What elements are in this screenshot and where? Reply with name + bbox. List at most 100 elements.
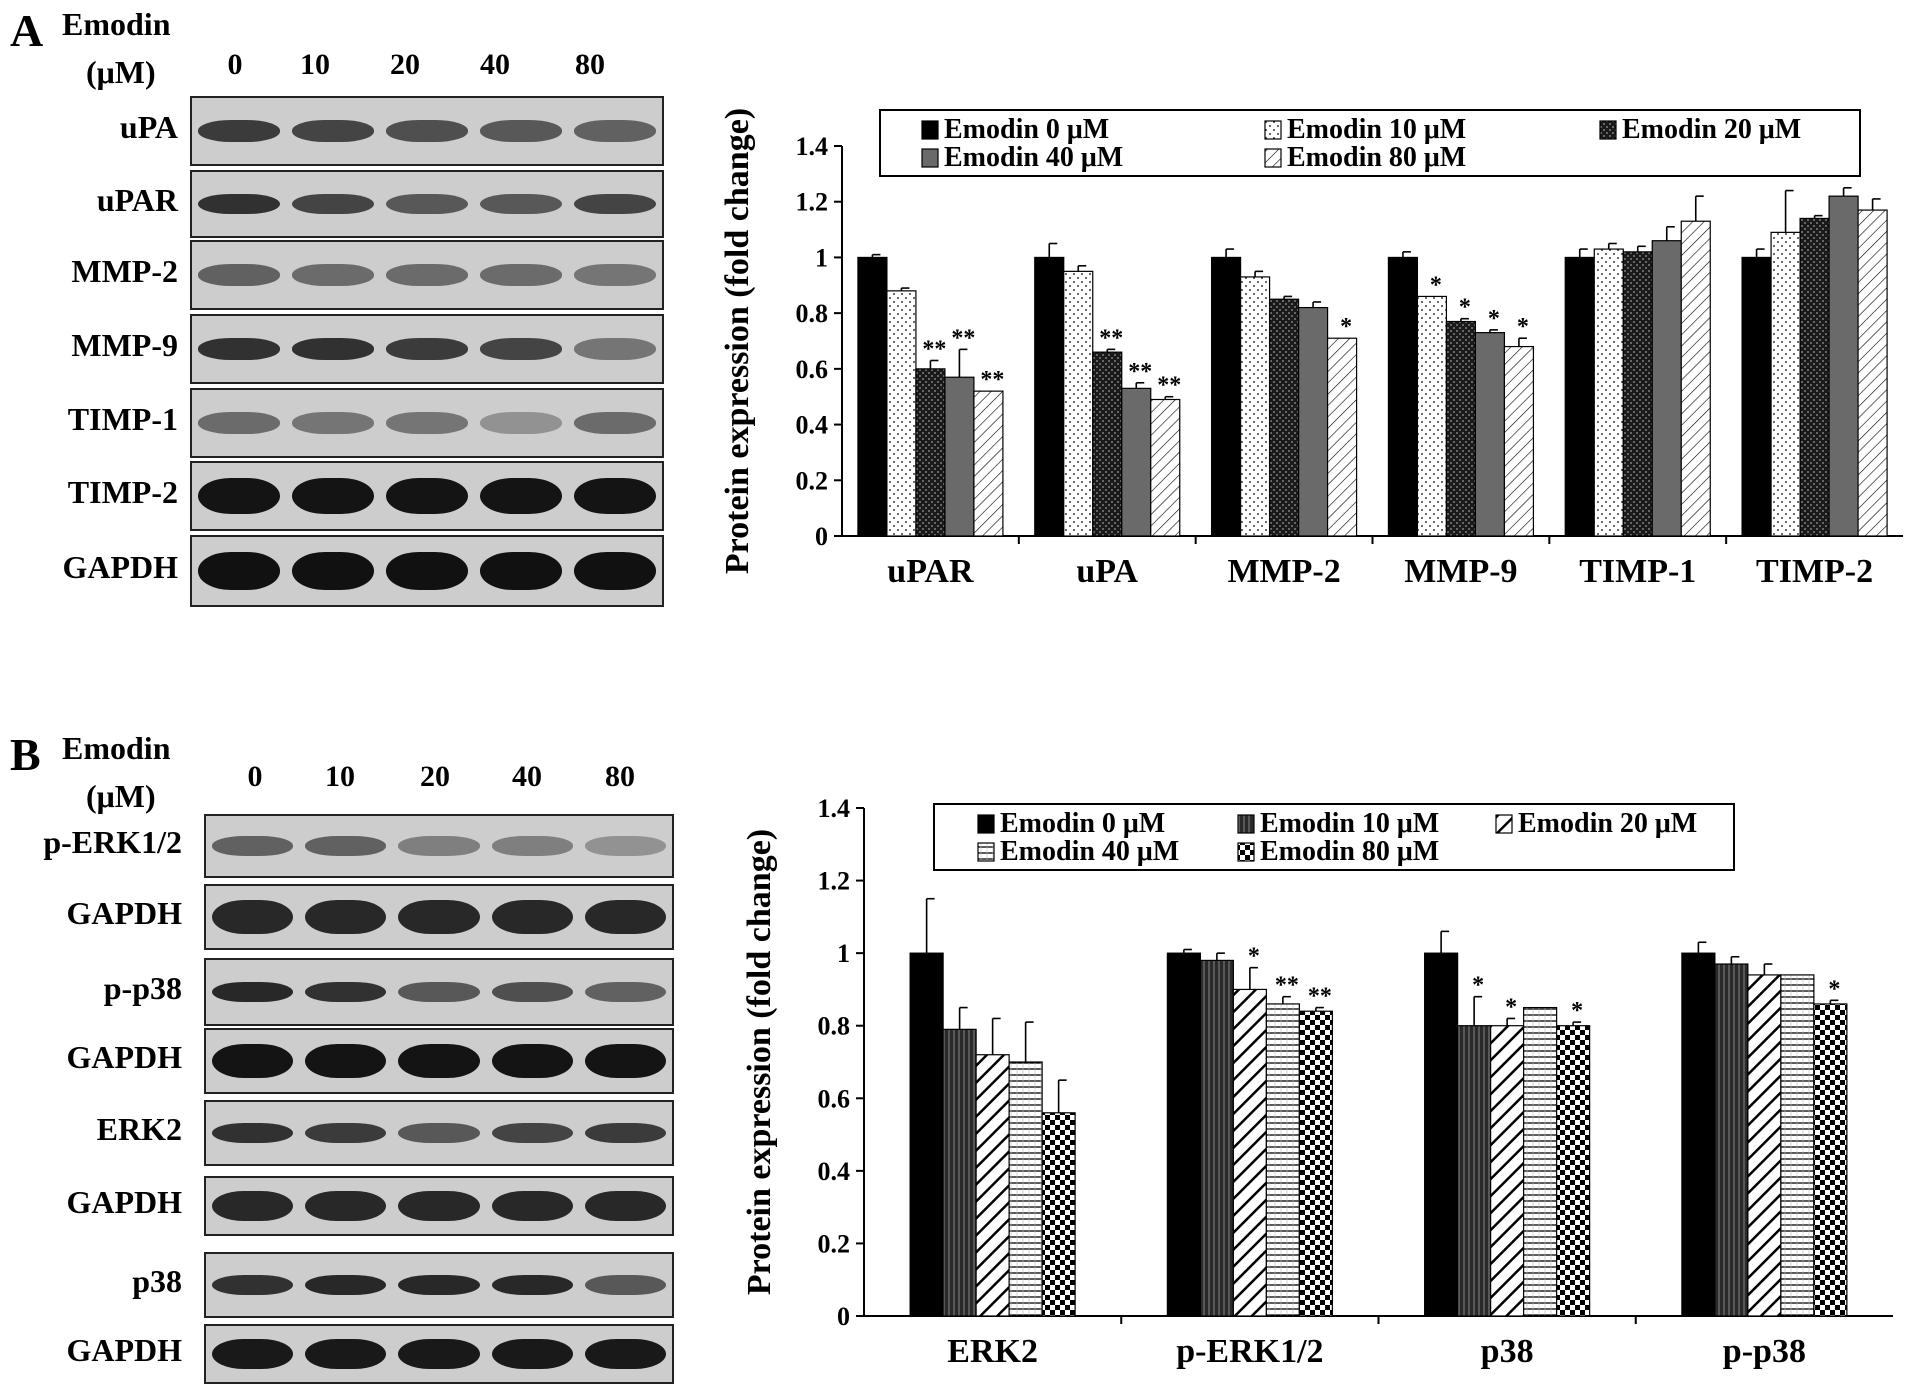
blot-label: GAPDH — [66, 895, 182, 931]
blot-band — [398, 1338, 480, 1370]
blot-band — [212, 1043, 294, 1079]
blot-band — [398, 1190, 480, 1222]
significance-marker: * — [1505, 994, 1517, 1020]
panel-a-letter: A — [10, 5, 44, 56]
significance-marker: * — [1517, 314, 1529, 340]
significance-marker: * — [1340, 314, 1352, 340]
blot-band — [212, 1338, 294, 1370]
legend-swatch — [977, 842, 995, 862]
x-category-label: uPA — [1076, 553, 1138, 590]
significance-marker: ** — [1275, 973, 1299, 999]
legend-box — [933, 803, 1735, 871]
x-category-label: MMP-2 — [1227, 553, 1340, 590]
blot-band — [480, 193, 562, 215]
bar — [886, 290, 917, 537]
blot-band — [292, 338, 374, 360]
bar — [1681, 952, 1716, 1317]
bar — [1297, 306, 1329, 537]
significance-marker: ** — [1128, 359, 1152, 385]
bar — [1121, 387, 1152, 537]
significance-marker: * — [1571, 998, 1583, 1024]
panel-a-lane-20: 20 — [390, 48, 420, 81]
blot-band — [480, 412, 562, 434]
panel-b-lane-80: 80 — [605, 760, 635, 793]
bar — [1680, 220, 1711, 537]
blot-band — [574, 477, 656, 515]
y-tick-label: 0.4 — [796, 411, 829, 440]
y-axis-label: Protein expression (fold change) — [741, 829, 778, 1295]
blot-band — [212, 836, 294, 856]
blot-band — [491, 899, 573, 935]
bar — [1166, 952, 1201, 1317]
blot-band — [491, 1275, 573, 1295]
blot-strip — [204, 1100, 674, 1166]
panel-a-lane-40: 40 — [480, 48, 510, 81]
blot-band — [491, 981, 573, 1003]
blot-band — [386, 338, 468, 360]
blot-band — [198, 477, 280, 515]
blot-band — [386, 477, 468, 515]
bar — [1741, 256, 1772, 537]
bar — [1008, 1061, 1043, 1317]
bar — [942, 1028, 977, 1317]
bar — [857, 256, 888, 537]
bar — [1034, 256, 1065, 537]
bar — [1239, 276, 1271, 537]
legend-label: Emodin 40 μM — [1000, 836, 1179, 867]
blot-band — [292, 264, 374, 286]
legend-label: Emodin 40 μM — [944, 142, 1123, 173]
blot-strip — [190, 535, 664, 607]
legend-swatch — [1495, 814, 1513, 834]
blot-band — [305, 981, 387, 1003]
panel-b-lane-40: 40 — [512, 760, 542, 793]
bar — [1747, 974, 1782, 1317]
bar — [1457, 1025, 1492, 1317]
x-category-label: p-p38 — [1723, 1333, 1806, 1370]
significance-marker: ** — [1157, 373, 1181, 399]
blot-label: TIMP-2 — [67, 474, 178, 510]
blot-band — [480, 264, 562, 286]
y-tick-label: 0.2 — [796, 466, 829, 495]
blot-band — [305, 1275, 387, 1295]
blot-band — [491, 1190, 573, 1222]
bar — [909, 952, 944, 1317]
y-tick-label: 0.6 — [818, 1084, 851, 1113]
legend-label: Emodin 10 μM — [1260, 808, 1439, 839]
chart-b: Protein expression (fold change) 0 0.2 0.4 0… — [741, 794, 1893, 1370]
blot-strip — [204, 1324, 674, 1384]
x-category-label: MMP-9 — [1404, 553, 1517, 590]
blot-band — [584, 1043, 666, 1079]
blot-label: MMP-2 — [71, 253, 178, 289]
bar — [1474, 332, 1506, 537]
bar — [1714, 963, 1749, 1317]
blot-band — [480, 338, 562, 360]
blot-strip — [190, 96, 664, 166]
blot-band — [386, 193, 468, 215]
blot-band — [212, 1123, 294, 1143]
bar — [1199, 959, 1234, 1317]
blot-band — [198, 338, 280, 360]
blot-band — [292, 193, 374, 215]
significance-marker: * — [1828, 976, 1840, 1002]
panel-b-letter: B — [10, 729, 41, 780]
x-category-label: uPAR — [887, 553, 974, 590]
legend-swatch — [977, 814, 995, 834]
y-tick-label: 0 — [837, 1302, 850, 1331]
panel-b-lane-10: 10 — [325, 760, 355, 793]
blot-band — [584, 1123, 666, 1143]
legend-swatch — [1599, 120, 1617, 140]
blot-band — [491, 1043, 573, 1079]
blot-band — [386, 264, 468, 286]
bar — [1063, 270, 1094, 537]
bar — [1564, 256, 1595, 537]
blot-label: GAPDH — [66, 1332, 182, 1368]
bar — [1593, 248, 1624, 537]
blot-band — [198, 264, 280, 286]
blot-band — [292, 477, 374, 515]
y-tick-label: 1.2 — [796, 188, 829, 217]
blot-label: GAPDH — [62, 549, 178, 585]
y-tick-label: 0 — [815, 522, 828, 551]
blot-band — [398, 1275, 480, 1295]
blot-band — [574, 193, 656, 215]
significance-marker: * — [1472, 973, 1484, 999]
